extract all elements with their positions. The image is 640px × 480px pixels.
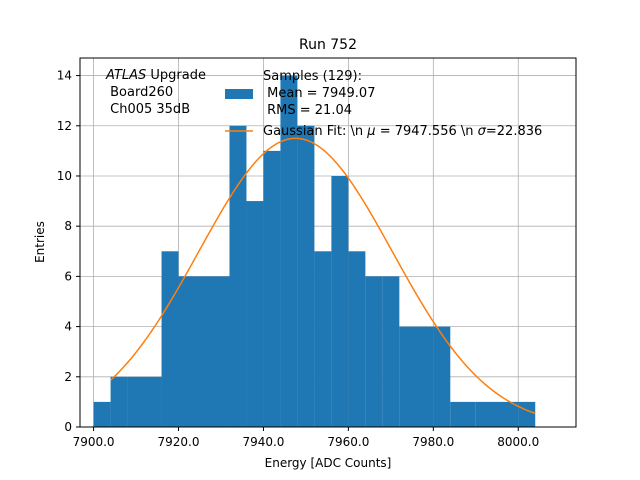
histogram-bar: [450, 401, 476, 427]
x-tick-label: 7920.0: [158, 435, 200, 449]
legend-samples-line-2: Mean = 7949.07: [263, 86, 375, 101]
atlas-annotation: ATLAS Upgrade Board260 Ch005 35dB: [105, 68, 206, 117]
histogram-bar: [280, 75, 298, 428]
histogram-bar: [518, 401, 536, 427]
histogram-bars: [93, 75, 536, 428]
histogram-bar: [263, 150, 281, 427]
svg-text:ATLAS Upgrade: ATLAS Upgrade: [105, 68, 206, 83]
histogram-bar: [110, 376, 128, 427]
histogram-bar: [297, 125, 315, 427]
x-axis-ticks: 7900.0 7920.0 7940.0 7960.0 7980.0 8000.0: [73, 427, 539, 449]
legend-samples-line-3: RMS = 21.04: [263, 103, 352, 118]
board-label: Board260: [106, 85, 173, 100]
histogram-bar: [93, 401, 111, 427]
y-axis-label: Entries: [33, 221, 47, 263]
histogram-bar: [229, 125, 247, 427]
histogram-bar: [195, 276, 230, 427]
y-tick-label: 6: [64, 269, 72, 283]
histogram-bar: [475, 401, 519, 427]
chart-title: Run 752: [299, 37, 357, 53]
legend-fit-sigma-symbol: σ: [478, 124, 487, 139]
x-axis-label: Energy [ADC Counts]: [265, 456, 392, 470]
histogram-bar: [399, 326, 434, 427]
atlas-label: ATLAS: [105, 68, 146, 83]
histogram-bar: [382, 276, 400, 427]
histogram-bar: [331, 175, 349, 427]
legend: Samples (129): Mean = 7949.07 RMS = 21.0…: [225, 69, 542, 139]
y-tick-label: 2: [64, 370, 72, 384]
legend-fit-mu-value: = 7947.556 \n: [376, 124, 478, 139]
x-tick-label: 7960.0: [327, 435, 369, 449]
x-tick-label: 8000.0: [497, 435, 539, 449]
y-tick-label: 8: [64, 219, 72, 233]
histogram-bar: [433, 326, 451, 427]
gaussian-fit-layer: [110, 137, 536, 415]
histogram-bar: [127, 376, 162, 427]
y-tick-label: 12: [57, 119, 72, 133]
y-axis-ticks: 0 2 4 6 8 10 12 14: [57, 69, 80, 434]
histogram-bar: [161, 251, 179, 427]
legend-fit-mu-symbol: μ: [366, 124, 375, 139]
legend-histogram-swatch: [225, 89, 253, 99]
legend-fit-sigma-value: =22.836: [486, 124, 542, 139]
legend-fit-label: Gaussian Fit: \n μ = 7947.556 \n σ=22.83…: [263, 124, 542, 139]
y-tick-label: 0: [64, 420, 72, 434]
histogram-bar: [178, 276, 196, 427]
x-tick-label: 7940.0: [242, 435, 284, 449]
y-tick-label: 14: [57, 69, 72, 83]
gaussian-fit-line: [110, 137, 536, 415]
y-tick-label: 10: [57, 169, 72, 183]
x-tick-label: 7900.0: [73, 435, 115, 449]
x-tick-label: 7980.0: [412, 435, 454, 449]
histogram-bar: [314, 251, 332, 427]
histogram-bar: [365, 276, 383, 427]
legend-fit-prefix: Gaussian Fit: \n: [263, 124, 367, 139]
histogram-bar: [246, 201, 264, 427]
channel-label: Ch005 35dB: [106, 102, 190, 117]
histogram-bar: [348, 251, 366, 427]
legend-samples-line-1: Samples (129):: [263, 69, 362, 84]
plot-frame: [79, 57, 577, 428]
y-tick-label: 4: [64, 320, 72, 334]
upgrade-label: Upgrade: [146, 68, 206, 83]
